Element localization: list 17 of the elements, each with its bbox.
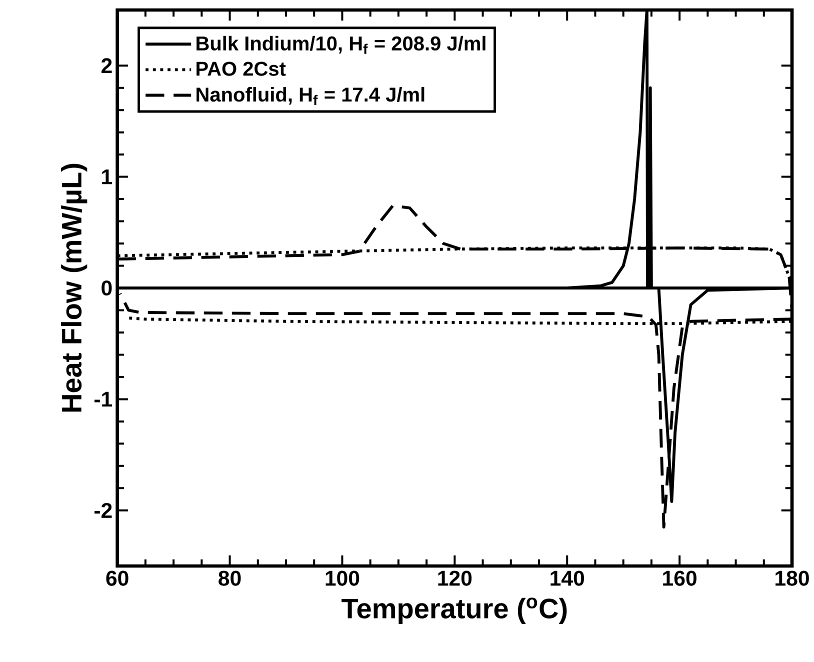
y-tick-label: -2 [94,502,112,518]
x-tick-label: 100 [326,570,360,586]
x-tick-label: 160 [663,570,696,586]
y-axis-title: Heat Flow (mW/µL) [61,164,88,412]
x-axis-title: Temperature ($^{o}$C) [342,598,567,624]
legend-label: Bulk Indium/10, H$_{f}$ = 208.9 J/ml [196,36,486,54]
y-tick-label: 0 [102,280,112,296]
legend-label: Nanofluid, H$_{f}$ = 17.4 J/ml [196,87,424,106]
x-tick-label: 140 [550,570,584,586]
x-tick-label: 180 [776,570,809,586]
legend-label: PAO 2Cst [196,62,286,76]
x-tick-label: 60 [106,570,128,586]
y-tick-label: 2 [101,58,112,74]
y-tick-label: 1 [102,169,112,184]
x-tick-label: 80 [218,570,241,586]
y-tick-label: -1 [94,392,112,407]
x-tick-label: 120 [438,570,472,586]
